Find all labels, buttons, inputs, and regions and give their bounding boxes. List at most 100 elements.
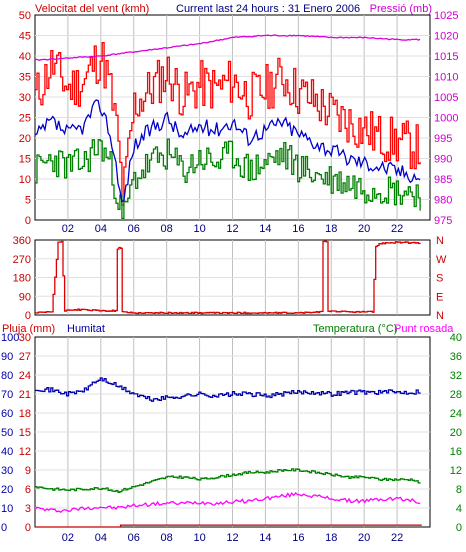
- hour-tick-label: 14: [259, 223, 271, 235]
- temperature-tick-label: 8: [456, 484, 462, 496]
- humidity-tick-label: 100: [1, 332, 19, 344]
- temperature-tick-label: 20: [450, 427, 462, 439]
- pressure-axis-title: Pressió (mb): [370, 3, 432, 15]
- wind-gust-line: [35, 41, 421, 206]
- hour-tick-label: 18: [325, 223, 337, 235]
- temperature-tick-label: 16: [450, 446, 462, 458]
- humidity-line: [35, 377, 421, 402]
- wind-tick-label: 25: [19, 113, 31, 125]
- hour-tick-label: 16: [292, 532, 304, 544]
- hour-tick-label: 08: [161, 223, 173, 235]
- temperature-tick-label: 4: [456, 503, 462, 515]
- wind-tick-label: 50: [19, 10, 31, 22]
- compass-tick-label: S: [436, 273, 443, 285]
- hour-tick-label: 08: [161, 532, 173, 544]
- pressure-line: [34, 34, 421, 61]
- temperature-tick-label: 36: [450, 351, 462, 363]
- pressure-tick-label: 1020: [434, 31, 458, 43]
- hour-tick-label: 14: [259, 532, 271, 544]
- pressure-tick-label: 985: [434, 174, 452, 186]
- hour-tick-label: 04: [95, 532, 107, 544]
- humidity-tick-label: 30: [1, 465, 13, 477]
- direction-tick-label: 270: [13, 254, 31, 266]
- rain-tick-label: 30: [19, 332, 31, 344]
- temperature-tick-label: 32: [450, 370, 462, 382]
- humidity-axis-title: Humitat: [67, 323, 105, 335]
- rain-tick-label: 3: [25, 503, 31, 515]
- wind-tick-label: 30: [19, 92, 31, 104]
- rain-tick-label: 15: [19, 427, 31, 439]
- temperature-tick-label: 40: [450, 332, 462, 344]
- rain-tick-label: 0: [25, 522, 31, 534]
- pressure-tick-label: 1005: [434, 92, 458, 104]
- hour-tick-label: 02: [62, 532, 74, 544]
- axis-ticks: 0510152025303540455097598098599099510001…: [1, 10, 462, 544]
- rain-tick-label: 24: [19, 370, 31, 382]
- rain-tick-label: 27: [19, 351, 31, 363]
- data-series: [34, 34, 422, 528]
- temperature-axis-title: Temperatura (°C): [313, 323, 397, 335]
- dew-point-title: Punt rosada: [394, 323, 454, 335]
- compass-tick-label: N: [436, 235, 444, 247]
- direction-tick-label: 180: [13, 273, 31, 285]
- temperature-tick-label: 24: [450, 408, 462, 420]
- pressure-tick-label: 995: [434, 133, 452, 145]
- hour-tick-label: 22: [391, 532, 403, 544]
- compass-tick-label: N: [436, 310, 444, 322]
- hour-tick-label: 02: [62, 223, 74, 235]
- hour-tick-label: 10: [193, 223, 205, 235]
- rain-tick-label: 6: [25, 484, 31, 496]
- wind-axis-title: Velocitat del vent (kmh): [35, 3, 149, 15]
- wind-tick-label: 5: [25, 195, 31, 207]
- hour-tick-label: 22: [391, 223, 403, 235]
- wind-min-line: [35, 138, 421, 220]
- hour-tick-label: 20: [358, 223, 370, 235]
- rain-tick-label: 21: [19, 389, 31, 401]
- wind-tick-label: 45: [19, 31, 31, 43]
- rain-tick-label: 12: [19, 446, 31, 458]
- pressure-tick-label: 1000: [434, 113, 458, 125]
- pressure-tick-label: 990: [434, 154, 452, 166]
- humidity-tick-label: 40: [1, 446, 13, 458]
- rain-line: [35, 524, 422, 528]
- rain-tick-label: 18: [19, 408, 31, 420]
- temperature-line: [35, 468, 421, 493]
- wind-avg-line: [34, 99, 421, 203]
- pressure-tick-label: 980: [434, 195, 452, 207]
- direction-tick-label: 90: [19, 291, 31, 303]
- wind-tick-label: 10: [19, 174, 31, 186]
- dew-point-line: [34, 491, 421, 513]
- wind-tick-label: 0: [25, 215, 31, 227]
- wind-tick-label: 40: [19, 51, 31, 63]
- pressure-tick-label: 1025: [434, 10, 458, 22]
- direction-tick-label: 360: [13, 235, 31, 247]
- chart-title: Current last 24 hours : 31 Enero 2006: [176, 3, 360, 15]
- hour-tick-label: 06: [128, 532, 140, 544]
- hour-tick-label: 06: [128, 223, 140, 235]
- compass-tick-label: E: [436, 291, 443, 303]
- rain-axis-title: Pluja (mm): [2, 323, 55, 335]
- pressure-tick-label: 1010: [434, 72, 458, 84]
- hour-tick-label: 16: [292, 223, 304, 235]
- hour-tick-label: 12: [226, 223, 238, 235]
- temperature-tick-label: 28: [450, 389, 462, 401]
- hour-tick-label: 04: [95, 223, 107, 235]
- hour-tick-label: 20: [358, 532, 370, 544]
- wind-tick-label: 20: [19, 133, 31, 145]
- rain-tick-label: 9: [25, 465, 31, 477]
- wind-tick-label: 15: [19, 154, 31, 166]
- humidity-tick-label: 90: [1, 351, 13, 363]
- wind-direction-line: [35, 240, 421, 315]
- direction-tick-label: 0: [25, 310, 31, 322]
- hour-tick-label: 12: [226, 532, 238, 544]
- humidity-tick-label: 80: [1, 370, 13, 382]
- humidity-tick-label: 60: [1, 408, 13, 420]
- wind-tick-label: 35: [19, 72, 31, 84]
- humidity-tick-label: 20: [1, 484, 13, 496]
- temperature-tick-label: 12: [450, 465, 462, 477]
- humidity-tick-label: 0: [1, 522, 7, 534]
- pressure-tick-label: 1015: [434, 51, 458, 63]
- humidity-tick-label: 70: [1, 389, 13, 401]
